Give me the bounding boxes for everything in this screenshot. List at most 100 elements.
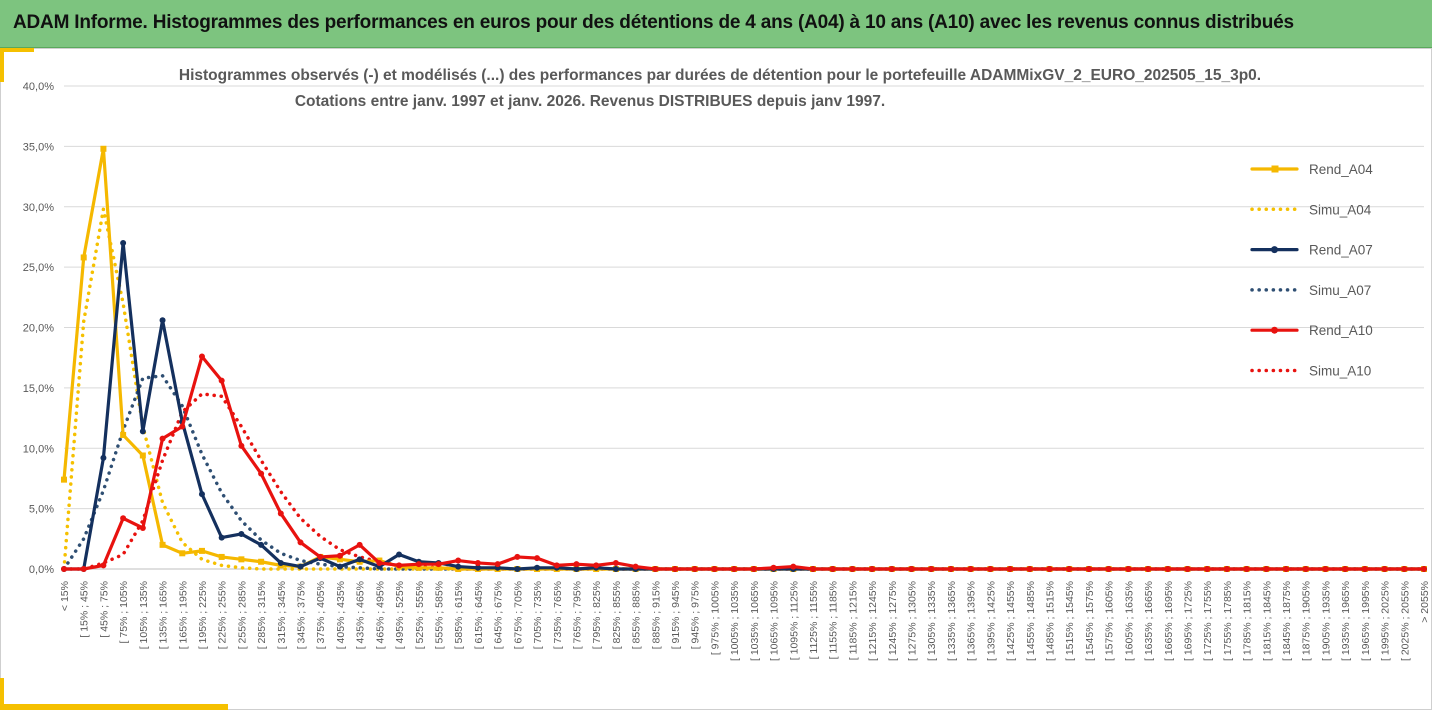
x-tick-label: [ 135% ; 165% [158, 581, 170, 649]
x-tick-label: [ 1275% ; 1305% [907, 581, 919, 661]
data-point [198, 547, 205, 554]
x-tick-label: [ 1725% ; 1755% [1202, 581, 1214, 661]
x-tick-label: [ 1875% ; 1905% [1301, 581, 1313, 661]
data-point [1401, 566, 1408, 572]
x-tick-label: [ 1215% ; 1245% [867, 581, 879, 661]
legend-item-Simu_A10: Simu_A10 [1250, 364, 1371, 379]
data-point [652, 566, 659, 572]
data-point [691, 566, 698, 572]
x-tick-label: [ 705% ; 735% [532, 581, 544, 649]
data-point [336, 552, 343, 559]
data-point [612, 559, 619, 566]
y-tick-label: 15,0% [23, 383, 54, 395]
data-point [80, 566, 87, 572]
y-tick-label: 40,0% [23, 81, 54, 93]
x-tick-label: [ 225% ; 255% [217, 581, 229, 649]
data-point [809, 566, 816, 572]
series-line [62, 241, 1426, 571]
data-point [1421, 566, 1427, 572]
legend-marker [1271, 165, 1279, 173]
y-tick-label: 5,0% [29, 504, 54, 516]
x-tick-label: [ 525% ; 555% [414, 581, 426, 649]
x-tick-label: [ 255% ; 285% [236, 581, 248, 649]
data-point [238, 530, 245, 537]
data-point [908, 566, 915, 572]
x-tick-label: [ 765% ; 795% [571, 581, 583, 649]
data-point [258, 558, 265, 565]
series-line [62, 392, 1426, 571]
x-tick-label: [ 1965% ; 1995% [1360, 581, 1372, 661]
data-point [632, 563, 639, 570]
x-tick-label: [ 885% ; 915% [650, 581, 662, 649]
data-point [534, 564, 541, 571]
x-tick-label: [ 1665% ; 1695% [1163, 581, 1175, 661]
data-point [514, 553, 521, 560]
data-point [258, 541, 265, 548]
series-Simu_A07 [62, 374, 1426, 571]
data-point [100, 145, 107, 152]
x-tick-label: [ 1485% ; 1515% [1045, 581, 1057, 661]
data-point [277, 510, 284, 517]
data-point [198, 353, 205, 360]
series-Simu_A04 [62, 207, 1426, 571]
x-tick-label: [ 1095% ; 1125% [788, 581, 800, 660]
x-tick-label: [ 585% ; 615% [453, 581, 465, 649]
legend-marker [1271, 246, 1278, 254]
data-point [928, 566, 935, 572]
x-tick-label: [ 1785% ; 1815% [1242, 581, 1254, 661]
data-point [179, 423, 186, 430]
y-tick-label: 35,0% [23, 141, 54, 153]
x-tick-label: [ 975% ; 1005% [709, 581, 721, 655]
gridlines [64, 85, 1424, 570]
series-layer [61, 145, 1427, 572]
data-point [218, 553, 225, 560]
data-point [790, 563, 797, 570]
data-point [888, 566, 895, 572]
x-tick-label: [ 1605% ; 1635% [1123, 581, 1135, 661]
legend-label: Rend_A07 [1309, 243, 1373, 258]
data-point [297, 539, 304, 546]
legend-item-Rend_A07: Rend_A07 [1250, 243, 1373, 258]
data-point [1302, 566, 1309, 572]
legend-label: Simu_A07 [1309, 283, 1371, 298]
x-tick-label: [ 1905% ; 1935% [1320, 581, 1332, 661]
data-point [1223, 566, 1230, 572]
data-point [159, 317, 166, 324]
data-point [120, 515, 127, 522]
data-point [61, 566, 67, 572]
x-tick-label: < 15% [59, 581, 71, 611]
data-point [849, 566, 856, 572]
x-tick-label: [ 945% ; 975% [690, 581, 702, 649]
data-point [731, 566, 738, 572]
accent-bar-left [0, 48, 4, 82]
series-Rend_A07 [61, 239, 1427, 572]
series-Simu_A10 [62, 392, 1426, 571]
x-tick-label: [ 375% ; 405% [315, 581, 327, 649]
data-point [356, 556, 363, 563]
data-point [415, 564, 422, 571]
x-tick-label: [ 1245% ; 1275% [887, 581, 899, 661]
x-tick-label: [ 285% ; 315% [256, 581, 268, 649]
x-tick-label: [ 915% ; 945% [670, 581, 682, 649]
data-point [1263, 566, 1270, 572]
data-point [435, 561, 442, 568]
series-line [62, 207, 1426, 571]
data-point [1145, 566, 1152, 572]
y-tick-label: 30,0% [23, 202, 54, 214]
data-point [1381, 566, 1388, 572]
data-point [474, 559, 481, 566]
data-point [218, 377, 225, 384]
data-point [987, 566, 994, 572]
chart-title: Histogrammes observés (-) et modélisés (… [179, 67, 1261, 84]
data-point [494, 561, 501, 568]
data-point [179, 550, 186, 557]
x-tick-label: [ 1545% ; 1575% [1084, 581, 1096, 661]
x-tick-label: [ 1125% ; 1155% [808, 581, 820, 659]
data-point [514, 566, 521, 572]
data-point [573, 561, 580, 568]
x-tick-label: [ 795% ; 825% [591, 581, 603, 649]
legend-marker [1271, 326, 1278, 334]
data-point [415, 561, 422, 568]
x-tick-label: [ 675% ; 705% [512, 581, 524, 649]
data-point [1283, 566, 1290, 572]
